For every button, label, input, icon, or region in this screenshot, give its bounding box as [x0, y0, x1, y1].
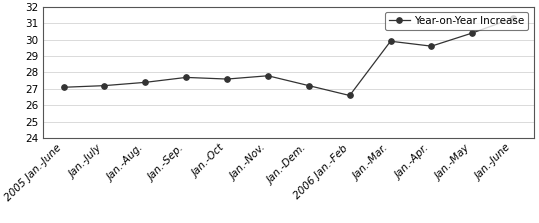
Year-on-Year Increase [428, 45, 434, 47]
Year-on-Year Increase [142, 81, 149, 84]
Year-on-Year Increase [388, 40, 394, 43]
Year-on-Year Increase [469, 32, 475, 34]
Year-on-Year Increase [306, 84, 312, 87]
Line: Year-on-Year Increase: Year-on-Year Increase [61, 15, 516, 98]
Year-on-Year Increase [60, 86, 67, 89]
Year-on-Year Increase [183, 76, 189, 79]
Year-on-Year Increase [510, 17, 516, 20]
Year-on-Year Increase [101, 84, 108, 87]
Year-on-Year Increase [347, 94, 353, 97]
Legend: Year-on-Year Increase: Year-on-Year Increase [385, 12, 528, 30]
Year-on-Year Increase [265, 74, 271, 77]
Year-on-Year Increase [224, 78, 230, 80]
